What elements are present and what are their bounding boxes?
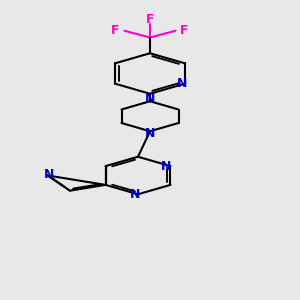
Text: N: N bbox=[145, 92, 155, 105]
Text: N: N bbox=[44, 168, 55, 181]
Text: N: N bbox=[145, 128, 155, 140]
Text: N: N bbox=[161, 160, 171, 172]
Text: F: F bbox=[146, 13, 154, 26]
Text: N: N bbox=[130, 188, 140, 202]
Text: N: N bbox=[177, 77, 187, 90]
Text: F: F bbox=[180, 24, 189, 37]
Text: F: F bbox=[111, 24, 120, 37]
